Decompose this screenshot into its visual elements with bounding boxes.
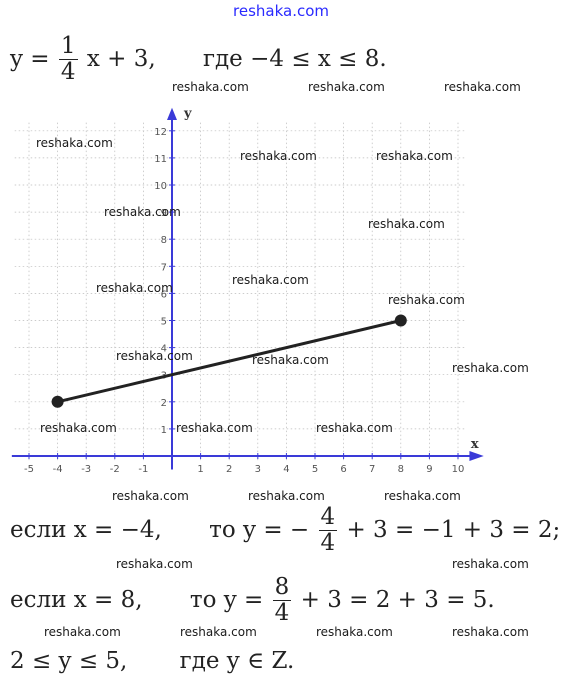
line2-numerator: 8 xyxy=(272,574,292,602)
line2-result: + 3 = 2 + 3 = 5. xyxy=(300,586,495,613)
x-tick-label: 3 xyxy=(255,464,261,474)
line1-result: + 3 = −1 + 3 = 2; xyxy=(346,516,561,543)
watermark: reshaka.com xyxy=(176,421,253,435)
y-tick-label: 8 xyxy=(161,235,167,246)
watermark: reshaka.com xyxy=(316,625,393,639)
watermark: reshaka.com xyxy=(376,149,453,163)
line1-denominator: 4 xyxy=(320,530,336,557)
watermark: reshaka.com xyxy=(452,625,529,639)
x-tick-label: 5 xyxy=(312,464,318,474)
y-tick-label: 2 xyxy=(161,398,167,409)
watermark: reshaka.com xyxy=(384,489,461,503)
x-tick-label: 9 xyxy=(426,464,432,474)
function-statement: y = 1 4 x + 3, где −4 ≤ x ≤ 8. xyxy=(10,33,387,86)
site-header[interactable]: reshaka.com xyxy=(233,2,329,20)
fraction-numerator: 1 xyxy=(58,33,78,61)
watermark: reshaka.com xyxy=(248,489,325,503)
watermark: reshaka.com xyxy=(36,136,113,150)
x-axis-label: x xyxy=(471,437,479,452)
x-tick-label: 1 xyxy=(197,464,203,474)
y-tick-label: 10 xyxy=(154,181,167,192)
watermark: reshaka.com xyxy=(444,80,521,94)
segment-endpoint xyxy=(51,395,64,408)
line2-denominator: 4 xyxy=(274,600,290,627)
y-axis-label: y xyxy=(183,106,192,121)
watermark: reshaka.com xyxy=(112,489,189,503)
solution-line-1: если x = −4, то y = − 4 4 + 3 = −1 + 3 =… xyxy=(10,504,561,557)
y-tick-label: 1 xyxy=(161,425,167,436)
watermark: reshaka.com xyxy=(104,205,181,219)
watermark: reshaka.com xyxy=(116,349,193,363)
watermark: reshaka.com xyxy=(452,557,529,571)
line3-set: где y ∈ Z. xyxy=(179,648,295,674)
fraction-denominator: 4 xyxy=(60,59,76,86)
grid-lines xyxy=(14,122,467,462)
statement-fraction: 1 4 xyxy=(58,33,78,86)
y-tick-label: 7 xyxy=(161,262,167,273)
watermark: reshaka.com xyxy=(40,421,117,435)
watermark: reshaka.com xyxy=(116,557,193,571)
x-tick-label: 2 xyxy=(226,464,232,474)
x-tick-label: 10 xyxy=(452,464,465,474)
watermark: reshaka.com xyxy=(368,217,445,231)
line1-then: то y = − xyxy=(209,516,310,543)
statement-rest: x + 3, xyxy=(86,45,156,72)
y-axis-arrow xyxy=(167,107,177,120)
x-tick-label: 7 xyxy=(369,464,375,474)
y-tick-label: 11 xyxy=(154,154,167,165)
watermark: reshaka.com xyxy=(452,361,529,375)
line2-fraction: 8 4 xyxy=(272,574,292,627)
plot-area xyxy=(51,314,407,408)
line3-range: 2 ≤ y ≤ 5, xyxy=(10,648,128,674)
watermark: reshaka.com xyxy=(96,281,173,295)
watermark: reshaka.com xyxy=(308,80,385,94)
watermark: reshaka.com xyxy=(232,273,309,287)
watermark: reshaka.com xyxy=(172,80,249,94)
x-tick-label: -4 xyxy=(53,464,63,474)
x-tick-label: -1 xyxy=(138,464,148,474)
x-tick-label: 6 xyxy=(340,464,346,474)
x-tick-label: -2 xyxy=(110,464,120,474)
statement-domain: где −4 ≤ x ≤ 8. xyxy=(202,45,387,72)
watermark: reshaka.com xyxy=(240,149,317,163)
watermark: reshaka.com xyxy=(316,421,393,435)
line2-then: то y = xyxy=(189,586,264,613)
line1-condition: если x = −4, xyxy=(10,516,162,543)
solution-line-2: если x = 8, то y = 8 4 + 3 = 2 + 3 = 5. xyxy=(10,574,495,627)
line1-numerator: 4 xyxy=(318,504,338,532)
segment-endpoint xyxy=(394,314,407,327)
x-axis-arrow xyxy=(469,451,484,461)
watermark: reshaka.com xyxy=(252,353,329,367)
axes: xy xyxy=(11,106,484,470)
x-tick-label: 8 xyxy=(398,464,404,474)
watermark: reshaka.com xyxy=(44,625,121,639)
x-tick-label: -5 xyxy=(24,464,34,474)
y-tick-label: 6 xyxy=(161,289,167,300)
x-tick-label: 4 xyxy=(283,464,289,474)
y-tick-label: 4 xyxy=(161,344,167,355)
x-tick-label: -3 xyxy=(81,464,91,474)
watermark: reshaka.com xyxy=(180,625,257,639)
watermark: reshaka.com xyxy=(388,293,465,307)
line2-condition: если x = 8, xyxy=(10,586,143,613)
statement-lhs: y = xyxy=(10,45,50,72)
line1-fraction: 4 4 xyxy=(318,504,338,557)
y-tick-label: 5 xyxy=(161,317,167,328)
y-tick-label: 12 xyxy=(154,127,167,138)
function-line-segment xyxy=(57,319,402,404)
solution-line-3: 2 ≤ y ≤ 5, где y ∈ Z. xyxy=(10,648,294,674)
y-tick-label: 9 xyxy=(161,208,167,219)
